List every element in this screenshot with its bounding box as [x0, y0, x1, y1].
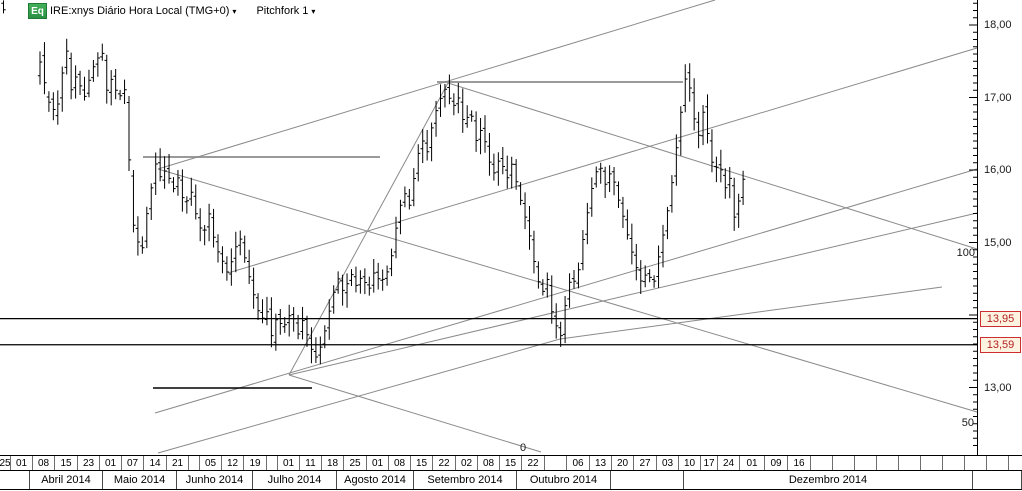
- day-cell: 14: [144, 456, 167, 471]
- day-cell: [899, 456, 921, 471]
- day-cell: 08: [389, 456, 411, 471]
- day-cell: 03: [657, 456, 679, 471]
- peak-decline-line[interactable]: [447, 82, 978, 250]
- month-cell: Dezembro 2014: [684, 471, 973, 489]
- ohlc-bars: [1, 0, 746, 365]
- day-cell: 16: [788, 456, 811, 471]
- day-cell: 15: [55, 456, 78, 471]
- retracement-label: 50: [961, 417, 974, 429]
- day-cell: [877, 456, 899, 471]
- day-cell: 10: [679, 456, 701, 471]
- day-cell: [811, 456, 833, 471]
- pitchfork-median-line[interactable]: [154, 168, 978, 414]
- date-axis-days: 25 01 08 15 23 01 07 14 21 05 12 19 01 11 18 25 01 08 15 22…: [0, 455, 1022, 471]
- resistance-diagonal[interactable]: [157, 0, 716, 170]
- may-decline-line[interactable]: [157, 168, 978, 413]
- day-cell: 22: [433, 456, 456, 471]
- chevron-down-icon: ▾: [311, 7, 316, 16]
- day-cell: 08: [33, 456, 55, 471]
- day-cell: 27: [634, 456, 657, 471]
- day-cell: [833, 456, 855, 471]
- day-cell: 06: [567, 456, 590, 471]
- pitchfork-down-ray[interactable]: [288, 374, 542, 453]
- day-cell: [965, 456, 987, 471]
- month-cell: [611, 471, 684, 489]
- day-cell: 01: [278, 456, 300, 471]
- day-cell: 24: [718, 456, 740, 471]
- day-cell: 02: [456, 456, 478, 471]
- day-cell: 15: [500, 456, 522, 471]
- chart-titlebar: Eq IRE:xnys Diário Hora Local (TMG+0) ▾ …: [28, 2, 315, 20]
- day-cell: 20: [612, 456, 634, 471]
- day-cell: [189, 456, 200, 471]
- price-axis-label: 15,00: [984, 236, 1012, 249]
- day-cell: 01: [367, 456, 389, 471]
- month-cell: Julho 2014: [253, 471, 337, 489]
- day-cell: [943, 456, 965, 471]
- day-cell: [921, 456, 943, 471]
- month-cell: Junho 2014: [177, 471, 253, 489]
- drawing-tool-dropdown[interactable]: Pitchfork 1 ▾: [256, 5, 315, 17]
- day-cell: [267, 456, 278, 471]
- day-cell: [987, 456, 1009, 471]
- day-cell: 21: [167, 456, 189, 471]
- day-cell: 11: [300, 456, 322, 471]
- day-cell: 22: [522, 456, 545, 471]
- day-cell: 01: [11, 456, 33, 471]
- equity-icon: Eq: [28, 3, 47, 19]
- month-cell: [0, 471, 30, 489]
- day-cell: 25: [344, 456, 367, 471]
- month-cell: Abril 2014: [30, 471, 103, 489]
- day-cell: 08: [478, 456, 500, 471]
- october-low-ray[interactable]: [559, 286, 943, 340]
- pitchfork-upper-ray[interactable]: [288, 212, 978, 376]
- month-cell: [973, 471, 1022, 489]
- day-cell: 23: [78, 456, 100, 471]
- day-cell: 17: [701, 456, 718, 471]
- day-cell: 18: [322, 456, 344, 471]
- drawing-tool-label: Pitchfork 1: [256, 5, 309, 17]
- day-cell: 09: [765, 456, 788, 471]
- price-level-badge[interactable]: 13,95: [980, 310, 1021, 327]
- day-cell: 19: [244, 456, 267, 471]
- price-axis-label: 13,00: [984, 381, 1012, 394]
- month-cell: Outubro 2014: [517, 471, 611, 489]
- date-axis-months: Abril 2014 Maio 2014 Junho 2014 Julho 2014 A…: [0, 470, 1022, 490]
- day-cell: 12: [222, 456, 244, 471]
- day-cell: 01: [740, 456, 765, 471]
- channel-top-line[interactable]: [227, 47, 978, 274]
- day-cell: 01: [100, 456, 122, 471]
- symbol-title: IRE:xnys Diário Hora Local (TMG+0): [50, 5, 230, 17]
- day-cell: 07: [122, 456, 144, 471]
- day-cell: 15: [411, 456, 433, 471]
- month-cell: Maio 2014: [103, 471, 177, 489]
- day-cell: [1009, 456, 1022, 471]
- symbol-dropdown[interactable]: IRE:xnys Diário Hora Local (TMG+0) ▾: [50, 5, 236, 17]
- day-cell: [545, 456, 567, 471]
- price-level-badge[interactable]: 13,59: [980, 336, 1021, 353]
- month-cell: Setembro 2014: [414, 471, 517, 489]
- pitchfork-handle[interactable]: [288, 82, 449, 376]
- price-chart-canvas[interactable]: [0, 0, 1022, 455]
- day-cell: [855, 456, 877, 471]
- day-cell: 05: [200, 456, 222, 471]
- price-axis-label: 17,00: [984, 91, 1012, 104]
- day-cell: 13: [590, 456, 612, 471]
- retracement-label: 100: [956, 247, 975, 259]
- month-cell: Agosto 2014: [337, 471, 414, 489]
- chevron-down-icon: ▾: [232, 7, 237, 16]
- day-cell: 25: [0, 456, 11, 471]
- price-axis-label: 16,00: [984, 164, 1012, 176]
- price-axis-label: 18,00: [984, 19, 1012, 31]
- retracement-label: 0: [519, 442, 527, 454]
